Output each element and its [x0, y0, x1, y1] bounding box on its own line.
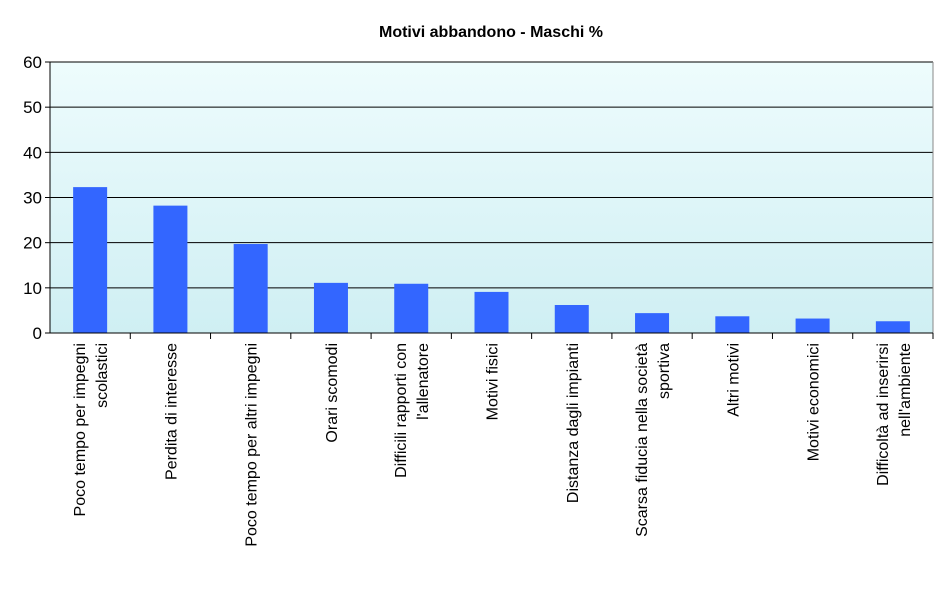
- x-tick-label-line: Motivi economici: [806, 343, 823, 461]
- y-tick-label: 30: [23, 189, 42, 208]
- x-tick-label: Difficoltà ad inserirsi nell'ambiente: [875, 343, 914, 486]
- bar: [233, 244, 268, 333]
- y-tick-label: 0: [33, 324, 42, 343]
- bar: [715, 316, 750, 333]
- x-tick-label-line: l'allenatore: [415, 343, 432, 420]
- bar: [73, 187, 108, 333]
- bar: [875, 321, 910, 333]
- x-tick-label: Distanza dagli impianti: [565, 343, 582, 503]
- x-tick-label-line: Difficili rapporti con: [393, 343, 410, 478]
- x-tick-label-line: Scarsa fiducia nella società: [634, 343, 651, 537]
- x-tick-label: Poco tempo per altri impegni: [244, 343, 261, 547]
- x-tick-label-line: Orari scomodi: [324, 343, 341, 443]
- x-tick-label: Motivi economici: [806, 343, 823, 461]
- x-tick-label-line: nell'ambiente: [897, 343, 914, 437]
- x-tick-label-line: Altri motivi: [725, 343, 742, 417]
- bar: [554, 304, 589, 333]
- x-tick-label: Orari scomodi: [324, 343, 341, 443]
- y-tick-label: 50: [23, 98, 42, 117]
- y-tick-label: 40: [23, 143, 42, 162]
- x-tick-label-line: Motivi fisici: [485, 343, 502, 420]
- x-tick-label: Motivi fisici: [485, 343, 502, 420]
- bar: [394, 283, 429, 333]
- bar: [635, 313, 670, 333]
- chart-title: Motivi abbandono - Maschi %: [379, 24, 603, 41]
- x-tick-label: Poco tempo per impegni scolastici: [72, 343, 111, 516]
- x-tick-label-line: sportiva: [656, 343, 673, 399]
- x-tick-label-line: Distanza dagli impianti: [565, 343, 582, 503]
- x-tick-label: Perdita di interesse: [163, 343, 180, 480]
- x-tick-label-line: Difficoltà ad inserirsi: [875, 343, 892, 486]
- x-tick-label-line: Perdita di interesse: [163, 343, 180, 480]
- x-tick-label-line: scolastici: [94, 343, 111, 408]
- x-tick-label: Difficili rapporti con l'allenatore: [393, 343, 432, 478]
- y-tick-label: 60: [23, 53, 42, 72]
- y-tick-label: 10: [23, 279, 42, 298]
- bar: [474, 291, 509, 333]
- bar: [313, 282, 348, 333]
- x-tick-label: Scarsa fiducia nella società sportiva: [634, 343, 673, 537]
- y-tick-label: 20: [23, 234, 42, 253]
- x-tick-label: Altri motivi: [725, 343, 742, 417]
- bar: [153, 205, 188, 333]
- x-tick-label-line: Poco tempo per impegni: [72, 343, 89, 516]
- x-tick-label-line: Poco tempo per altri impegni: [244, 343, 261, 547]
- bar: [795, 318, 830, 333]
